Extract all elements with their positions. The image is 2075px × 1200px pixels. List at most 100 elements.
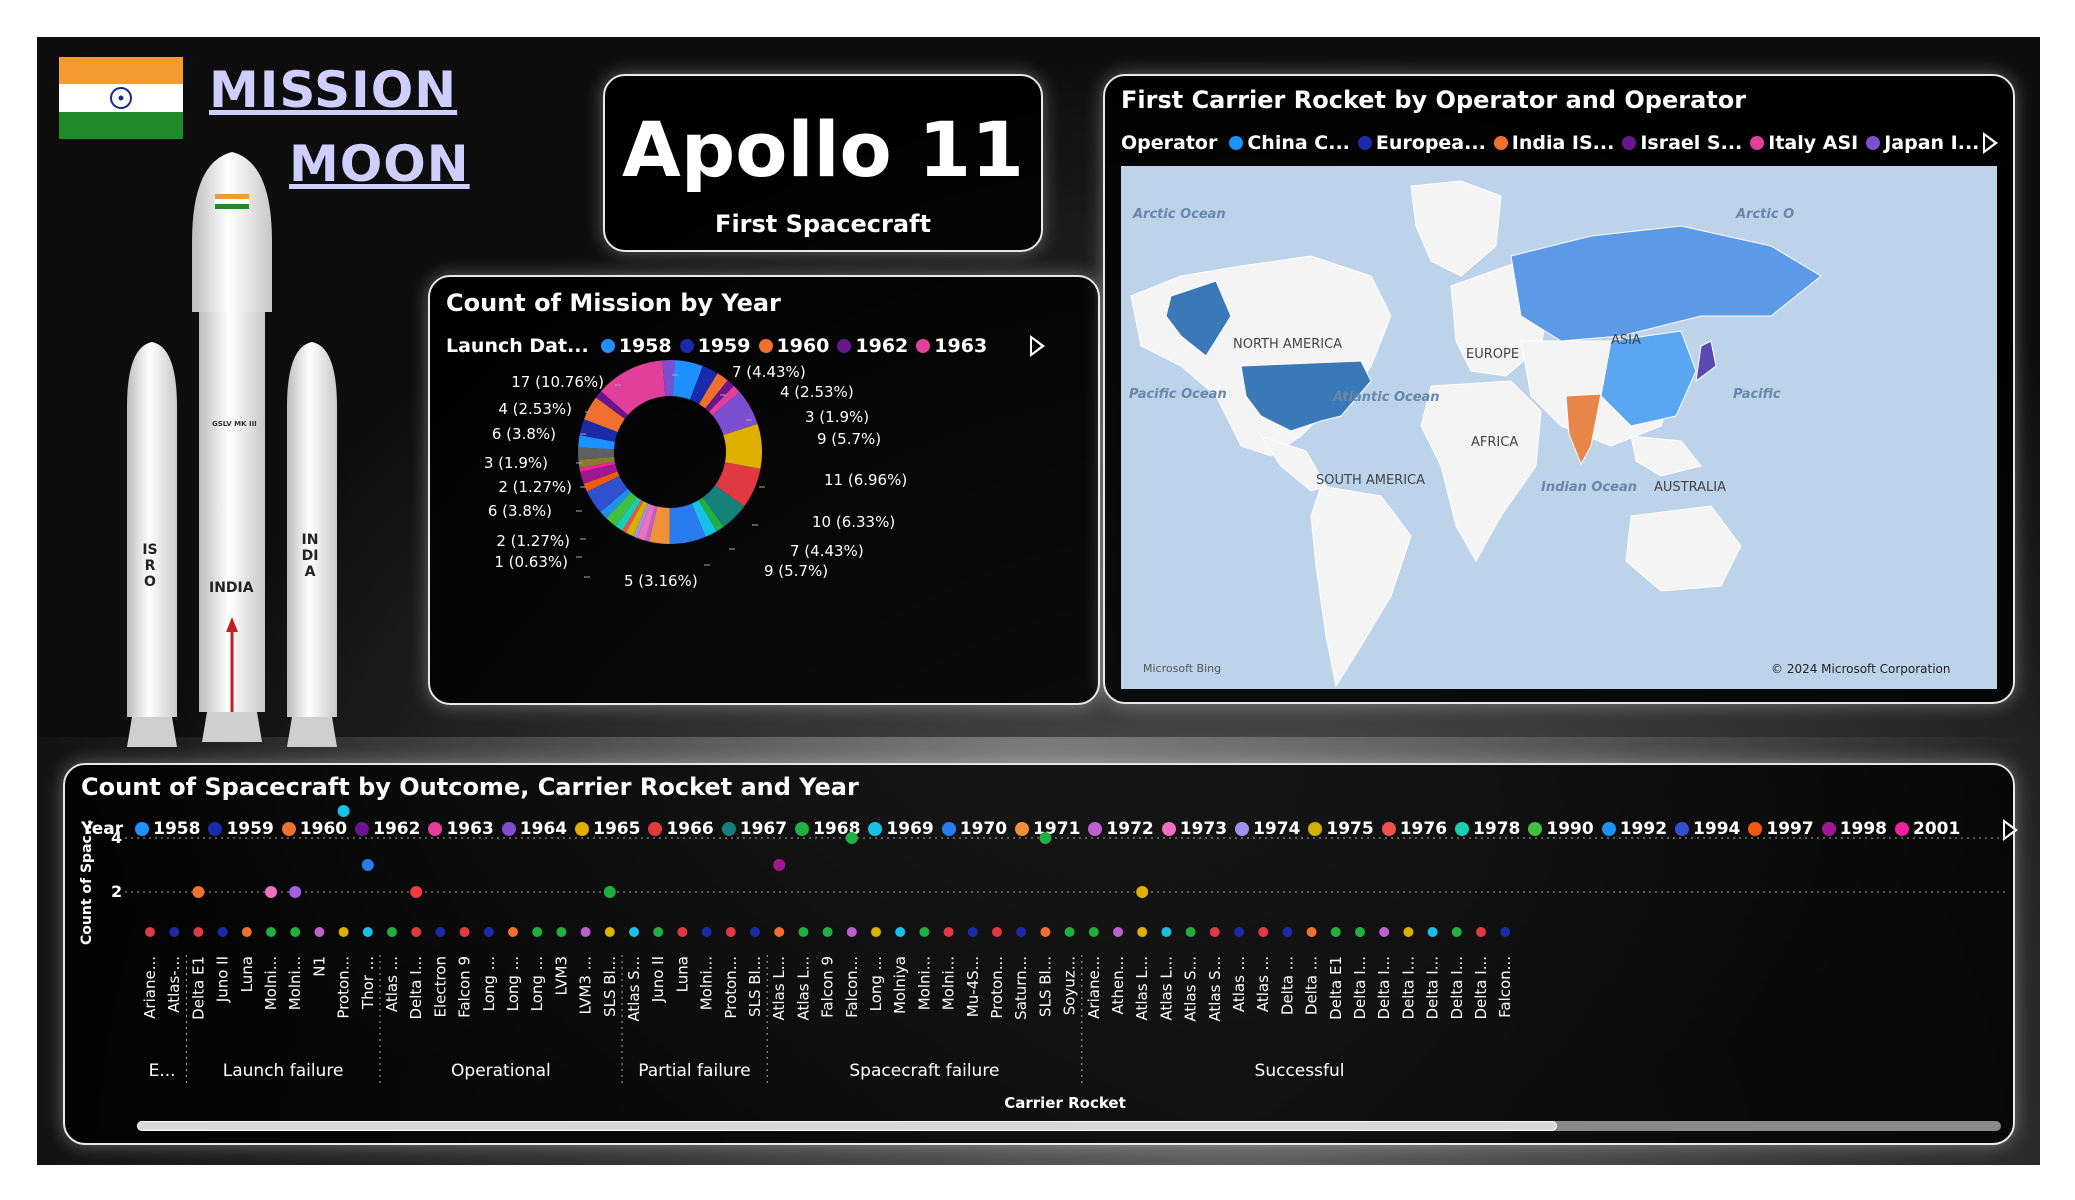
data-point-base[interactable] <box>1209 927 1220 937</box>
year-legend-item[interactable]: 1972 <box>1088 819 1154 839</box>
donut-slice[interactable] <box>622 499 644 533</box>
donut-slice[interactable] <box>723 424 762 469</box>
year-legend-item[interactable]: 1975 <box>1308 819 1374 839</box>
map-legend-item[interactable]: India IS... <box>1493 132 1614 154</box>
data-point[interactable] <box>1039 832 1052 844</box>
year-legend-item[interactable]: 1960 <box>281 819 347 839</box>
map-legend-item[interactable]: Israel S... <box>1622 132 1742 154</box>
donut-slice[interactable] <box>579 461 616 473</box>
year-legend-item[interactable]: 1965 <box>575 819 640 839</box>
map-region-south-america[interactable] <box>1310 485 1412 688</box>
data-point-base[interactable] <box>193 927 204 937</box>
data-point-base[interactable] <box>1282 927 1293 937</box>
data-point-base[interactable] <box>338 927 349 937</box>
data-point-base[interactable] <box>1476 927 1486 937</box>
data-point-base[interactable] <box>1088 927 1099 937</box>
data-point-base[interactable] <box>1451 927 1462 937</box>
donut-legend-item[interactable]: 1960 <box>758 335 829 357</box>
donut-slice[interactable] <box>702 485 745 527</box>
year-legend-item[interactable]: 1994 <box>1675 819 1740 839</box>
data-point-base[interactable] <box>629 927 639 937</box>
data-point-base[interactable] <box>411 927 422 937</box>
data-point-base[interactable] <box>290 927 301 937</box>
chart-scrollbar[interactable] <box>137 1121 2001 1131</box>
donut-slice[interactable] <box>715 462 761 507</box>
data-point-base[interactable] <box>1379 927 1390 937</box>
data-point-base[interactable] <box>1403 927 1414 937</box>
year-legend-item[interactable]: 1992 <box>1601 819 1667 839</box>
map-region-japan[interactable] <box>1695 340 1717 383</box>
data-point-base[interactable] <box>774 927 785 937</box>
year-legend-item[interactable]: 1970 <box>941 819 1007 839</box>
donut-slice[interactable] <box>578 447 615 460</box>
data-point-base[interactable] <box>653 927 664 937</box>
map-region-usa[interactable] <box>1240 360 1372 432</box>
donut-slice[interactable] <box>637 504 655 541</box>
donut-slice[interactable] <box>705 380 734 412</box>
data-point-base[interactable] <box>1161 927 1172 937</box>
data-point-base[interactable] <box>217 927 228 937</box>
year-legend-item[interactable]: 1958 <box>135 819 200 839</box>
data-point-base[interactable] <box>677 927 688 937</box>
donut-slice[interactable] <box>579 419 618 442</box>
map-region-africa[interactable] <box>1420 380 1542 563</box>
data-point-base[interactable] <box>387 927 397 937</box>
data-point-base[interactable] <box>822 927 833 937</box>
data-point-base[interactable] <box>145 927 155 937</box>
data-point[interactable] <box>289 886 302 898</box>
donut-slice[interactable] <box>633 503 651 538</box>
donut-legend-item[interactable]: 1959 <box>679 335 751 357</box>
data-point[interactable] <box>845 832 858 844</box>
map-region-russia[interactable] <box>1510 225 1822 342</box>
donut-slice[interactable] <box>578 435 615 450</box>
data-point-base[interactable] <box>919 927 930 937</box>
data-point-base[interactable] <box>1234 927 1244 937</box>
data-point-base[interactable] <box>483 927 494 937</box>
data-point-base[interactable] <box>846 927 857 937</box>
data-point-base[interactable] <box>895 927 906 937</box>
donut-slice[interactable] <box>580 464 618 484</box>
data-point[interactable] <box>192 886 205 898</box>
map-region-greenland[interactable] <box>1410 180 1502 277</box>
data-point[interactable] <box>337 805 350 817</box>
map-legend-item[interactable]: China C... <box>1229 132 1350 154</box>
year-legend-item[interactable]: 1973 <box>1161 819 1227 839</box>
year-legend-item[interactable]: 1990 <box>1528 819 1594 839</box>
year-legend-item[interactable]: 1967 <box>721 819 787 839</box>
data-point-base[interactable] <box>967 927 978 937</box>
map-legend-item[interactable]: Europea... <box>1357 132 1486 154</box>
map-legend-item[interactable]: Japan I... <box>1866 132 1979 154</box>
data-point-base[interactable] <box>1040 927 1051 937</box>
donut-slice[interactable] <box>712 391 758 435</box>
donut-slice[interactable] <box>586 476 628 513</box>
data-point-base[interactable] <box>1330 927 1341 937</box>
data-point[interactable] <box>265 886 277 898</box>
donut-slice[interactable] <box>698 373 728 409</box>
data-point-base[interactable] <box>1064 927 1075 937</box>
data-point-base[interactable] <box>556 927 567 937</box>
donut-slice[interactable] <box>689 366 718 405</box>
donut-slice[interactable] <box>625 501 648 537</box>
map-area[interactable]: Arctic Ocean Arctic O NORTH AMERICA EUROPE A… <box>1121 166 1997 689</box>
donut-slice[interactable] <box>645 505 658 542</box>
donut-slice[interactable] <box>584 397 625 433</box>
data-point-base[interactable] <box>508 927 518 937</box>
data-point-base[interactable] <box>992 927 1002 937</box>
data-point[interactable] <box>1136 886 1149 898</box>
data-point-base[interactable] <box>701 927 712 937</box>
data-point-base[interactable] <box>750 927 760 937</box>
donut-slice[interactable] <box>600 488 632 519</box>
donut-slice[interactable] <box>606 492 637 527</box>
data-point-base[interactable] <box>314 927 325 937</box>
map-region-central-america[interactable] <box>1259 435 1327 492</box>
data-point-base[interactable] <box>1258 927 1269 937</box>
data-point-base[interactable] <box>1306 927 1317 937</box>
map-region-india[interactable] <box>1565 393 1602 466</box>
data-point-base[interactable] <box>1113 927 1123 937</box>
donut-slice[interactable] <box>691 500 717 537</box>
data-point-base[interactable] <box>241 927 252 937</box>
map-region-australia[interactable] <box>1625 505 1742 592</box>
map-legend-next-icon[interactable] <box>1983 132 1998 154</box>
data-point-base[interactable] <box>266 927 276 937</box>
donut-slice[interactable] <box>583 471 620 492</box>
